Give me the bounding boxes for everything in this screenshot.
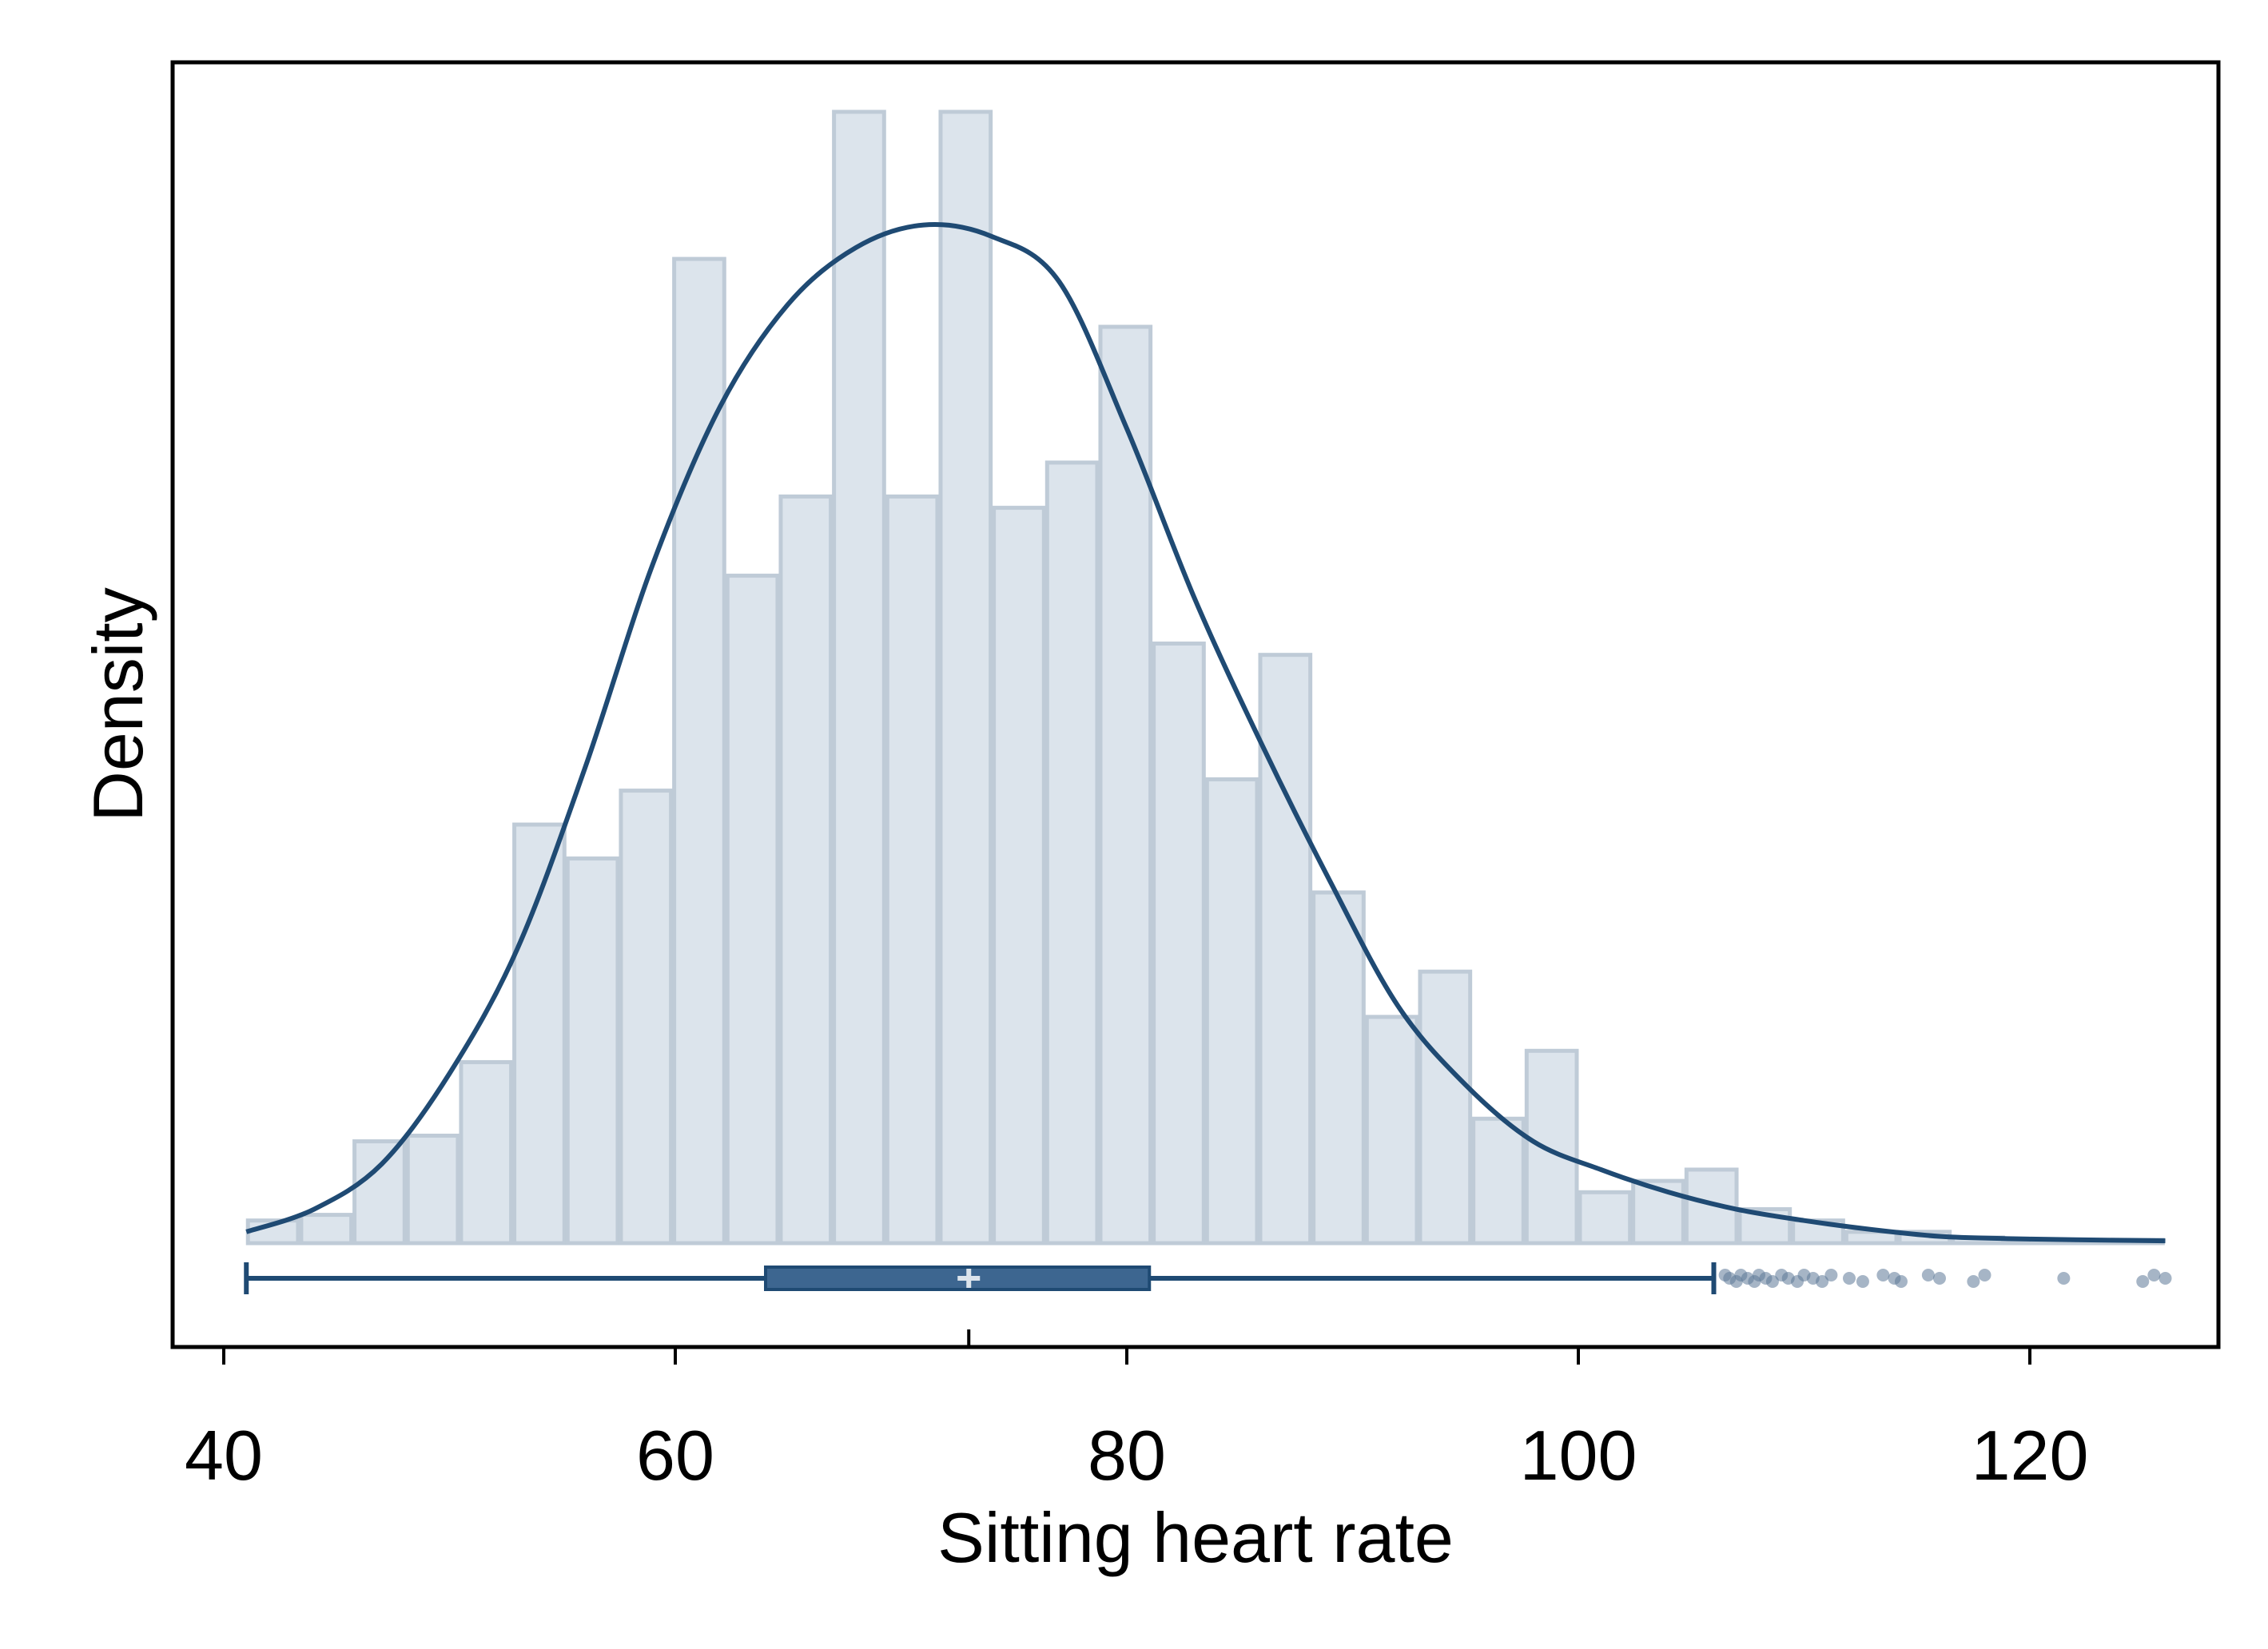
boxplot-outlier <box>1843 1272 1856 1285</box>
histogram-bar <box>299 1213 354 1246</box>
histogram-bar <box>1258 653 1313 1246</box>
boxplot-outlier <box>1894 1275 1908 1288</box>
boxplot-outlier <box>1824 1269 1838 1281</box>
histogram-bar <box>832 109 886 1246</box>
histogram-bar <box>1098 324 1153 1246</box>
y-axis-title: Density <box>78 587 157 821</box>
histogram-bar <box>778 494 834 1246</box>
x-tick-label: 80 <box>1088 1416 1166 1495</box>
boxplot-outlier <box>1856 1275 1869 1288</box>
boxplot-outlier <box>2147 1269 2161 1281</box>
histogram-bar <box>352 1139 407 1246</box>
histogram-bar <box>1044 460 1100 1246</box>
histogram-bar <box>512 822 567 1246</box>
boxplot <box>244 1262 2172 1347</box>
histogram-bars <box>245 109 2165 1246</box>
boxplot-outlier <box>1933 1272 1946 1285</box>
histogram-bar <box>1418 969 1473 1246</box>
histogram-bar <box>459 1059 514 1246</box>
boxplot-outlier <box>1921 1269 1935 1281</box>
histogram-bar <box>405 1133 460 1246</box>
boxplot-outlier <box>1876 1269 1890 1281</box>
x-axis: 40 60 80 100 120 <box>173 1345 2218 1495</box>
boxplot-outlier <box>1978 1269 1991 1281</box>
histogram-bar <box>1311 890 1366 1246</box>
density-curve <box>245 222 2166 1244</box>
boxplot-box <box>764 1266 1152 1291</box>
x-tick-label: 60 <box>636 1416 714 1495</box>
histogram-bar <box>1204 777 1259 1246</box>
boxplot-outlier <box>2159 1272 2172 1285</box>
histogram-bar <box>1471 1116 1526 1246</box>
x-tick-label: 120 <box>1972 1416 2089 1495</box>
histogram-bar <box>885 494 940 1246</box>
histogram-bar <box>992 506 1046 1246</box>
histogram-bar <box>619 789 674 1246</box>
boxplot-outlier <box>1765 1275 1779 1288</box>
histogram-bar <box>1578 1190 1633 1246</box>
x-axis-title: Sitting heart rate <box>937 1498 1454 1577</box>
boxplot-outlier <box>2136 1275 2150 1288</box>
x-tick-label: 100 <box>1520 1416 1637 1495</box>
histogram-bar <box>1364 1015 1419 1246</box>
histogram-bar <box>565 856 620 1246</box>
x-tick-label: 40 <box>185 1416 263 1495</box>
histogram-bar <box>1524 1048 1579 1246</box>
histogram-bar <box>725 574 780 1246</box>
histogram-bar <box>672 256 726 1246</box>
boxplot-outlier <box>1967 1275 1980 1288</box>
histogram-bar <box>1152 642 1206 1246</box>
histogram-bar <box>938 109 993 1246</box>
boxplot-outlier <box>1816 1275 1829 1288</box>
boxplot-outlier <box>2057 1272 2071 1285</box>
density-curve-group <box>245 222 2166 1244</box>
